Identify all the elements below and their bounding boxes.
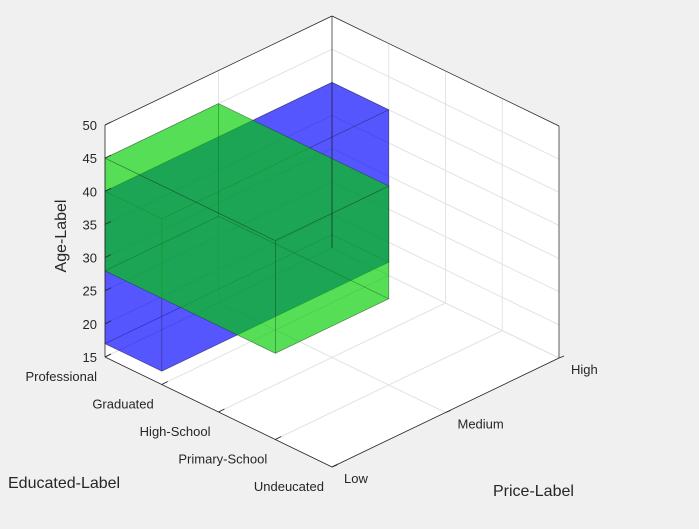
- grid-line-z: [104, 114, 333, 225]
- z-tick: [104, 121, 112, 126]
- bar-box-2: [104, 103, 390, 354]
- z-tick-label: 15: [83, 350, 97, 365]
- z-tick-label: 50: [83, 118, 97, 133]
- z-tick-label: 35: [83, 217, 97, 232]
- z-tick: [104, 187, 112, 192]
- bar-face: [218, 103, 390, 300]
- x-tick: [558, 355, 565, 359]
- grid-line-z: [104, 148, 333, 259]
- grid-line-z: [331, 214, 560, 326]
- y-tick-label: Graduated: [92, 397, 153, 412]
- bar-face: [104, 103, 390, 241]
- data-boxes: [104, 81, 390, 372]
- grid-line-z: [331, 181, 560, 293]
- x-tick-label: Medium: [458, 417, 504, 432]
- z-tick-label: 20: [83, 317, 97, 332]
- z-tick: [104, 353, 112, 358]
- grid-line-z: [331, 81, 560, 193]
- grid-line-z: [331, 247, 560, 359]
- grid-line-z: [104, 247, 333, 358]
- z-tick-label: 45: [83, 151, 97, 166]
- z-tick: [104, 154, 112, 159]
- x-tick-label: Low: [344, 471, 368, 486]
- y-tick-label: High-School: [140, 424, 211, 439]
- grid-line-y: [218, 302, 446, 413]
- y-tick-label: Undeucated: [254, 479, 324, 494]
- z-tick-label: 30: [83, 251, 97, 266]
- bar-face: [274, 185, 390, 354]
- grid-line-z: [331, 114, 560, 226]
- y-tick-label: Primary-School: [178, 452, 267, 467]
- z-tick: [104, 287, 112, 292]
- z-tick-label: 40: [83, 184, 97, 199]
- grid-line-z: [104, 81, 333, 192]
- x-tick-label: High: [571, 362, 598, 377]
- z-tick-label: 25: [83, 284, 97, 299]
- tick-labels: Low Medium High Professional Graduated High-S…: [25, 118, 597, 494]
- y-tick: [161, 381, 168, 385]
- grid-line-y: [275, 330, 503, 440]
- bar-face: [104, 234, 390, 372]
- bar-face: [104, 81, 390, 220]
- y-axis-label: Educated-Label: [8, 475, 120, 492]
- grid-line-z: [104, 181, 333, 292]
- y-tick: [331, 463, 339, 468]
- tick-marks: [104, 121, 565, 468]
- axes-edge: [104, 15, 333, 126]
- x-axis-label: Price-Label: [493, 483, 574, 500]
- z-tick: [104, 320, 112, 325]
- axes-edge: [331, 15, 560, 127]
- grid-line-z: [331, 48, 560, 160]
- y-tick-label: Professional: [25, 369, 97, 384]
- z-tick: [104, 221, 112, 225]
- z-tick: [104, 254, 112, 258]
- bar-face: [104, 215, 390, 354]
- x-tick: [445, 410, 451, 413]
- grid-line-z: [104, 48, 333, 159]
- grid-line-y: [161, 275, 389, 385]
- grid-line-z: [331, 148, 560, 260]
- y-tick: [218, 408, 225, 413]
- y-tick: [275, 436, 282, 440]
- grid-line-z: [104, 214, 333, 325]
- z-axis-label: Age-Label: [53, 200, 70, 273]
